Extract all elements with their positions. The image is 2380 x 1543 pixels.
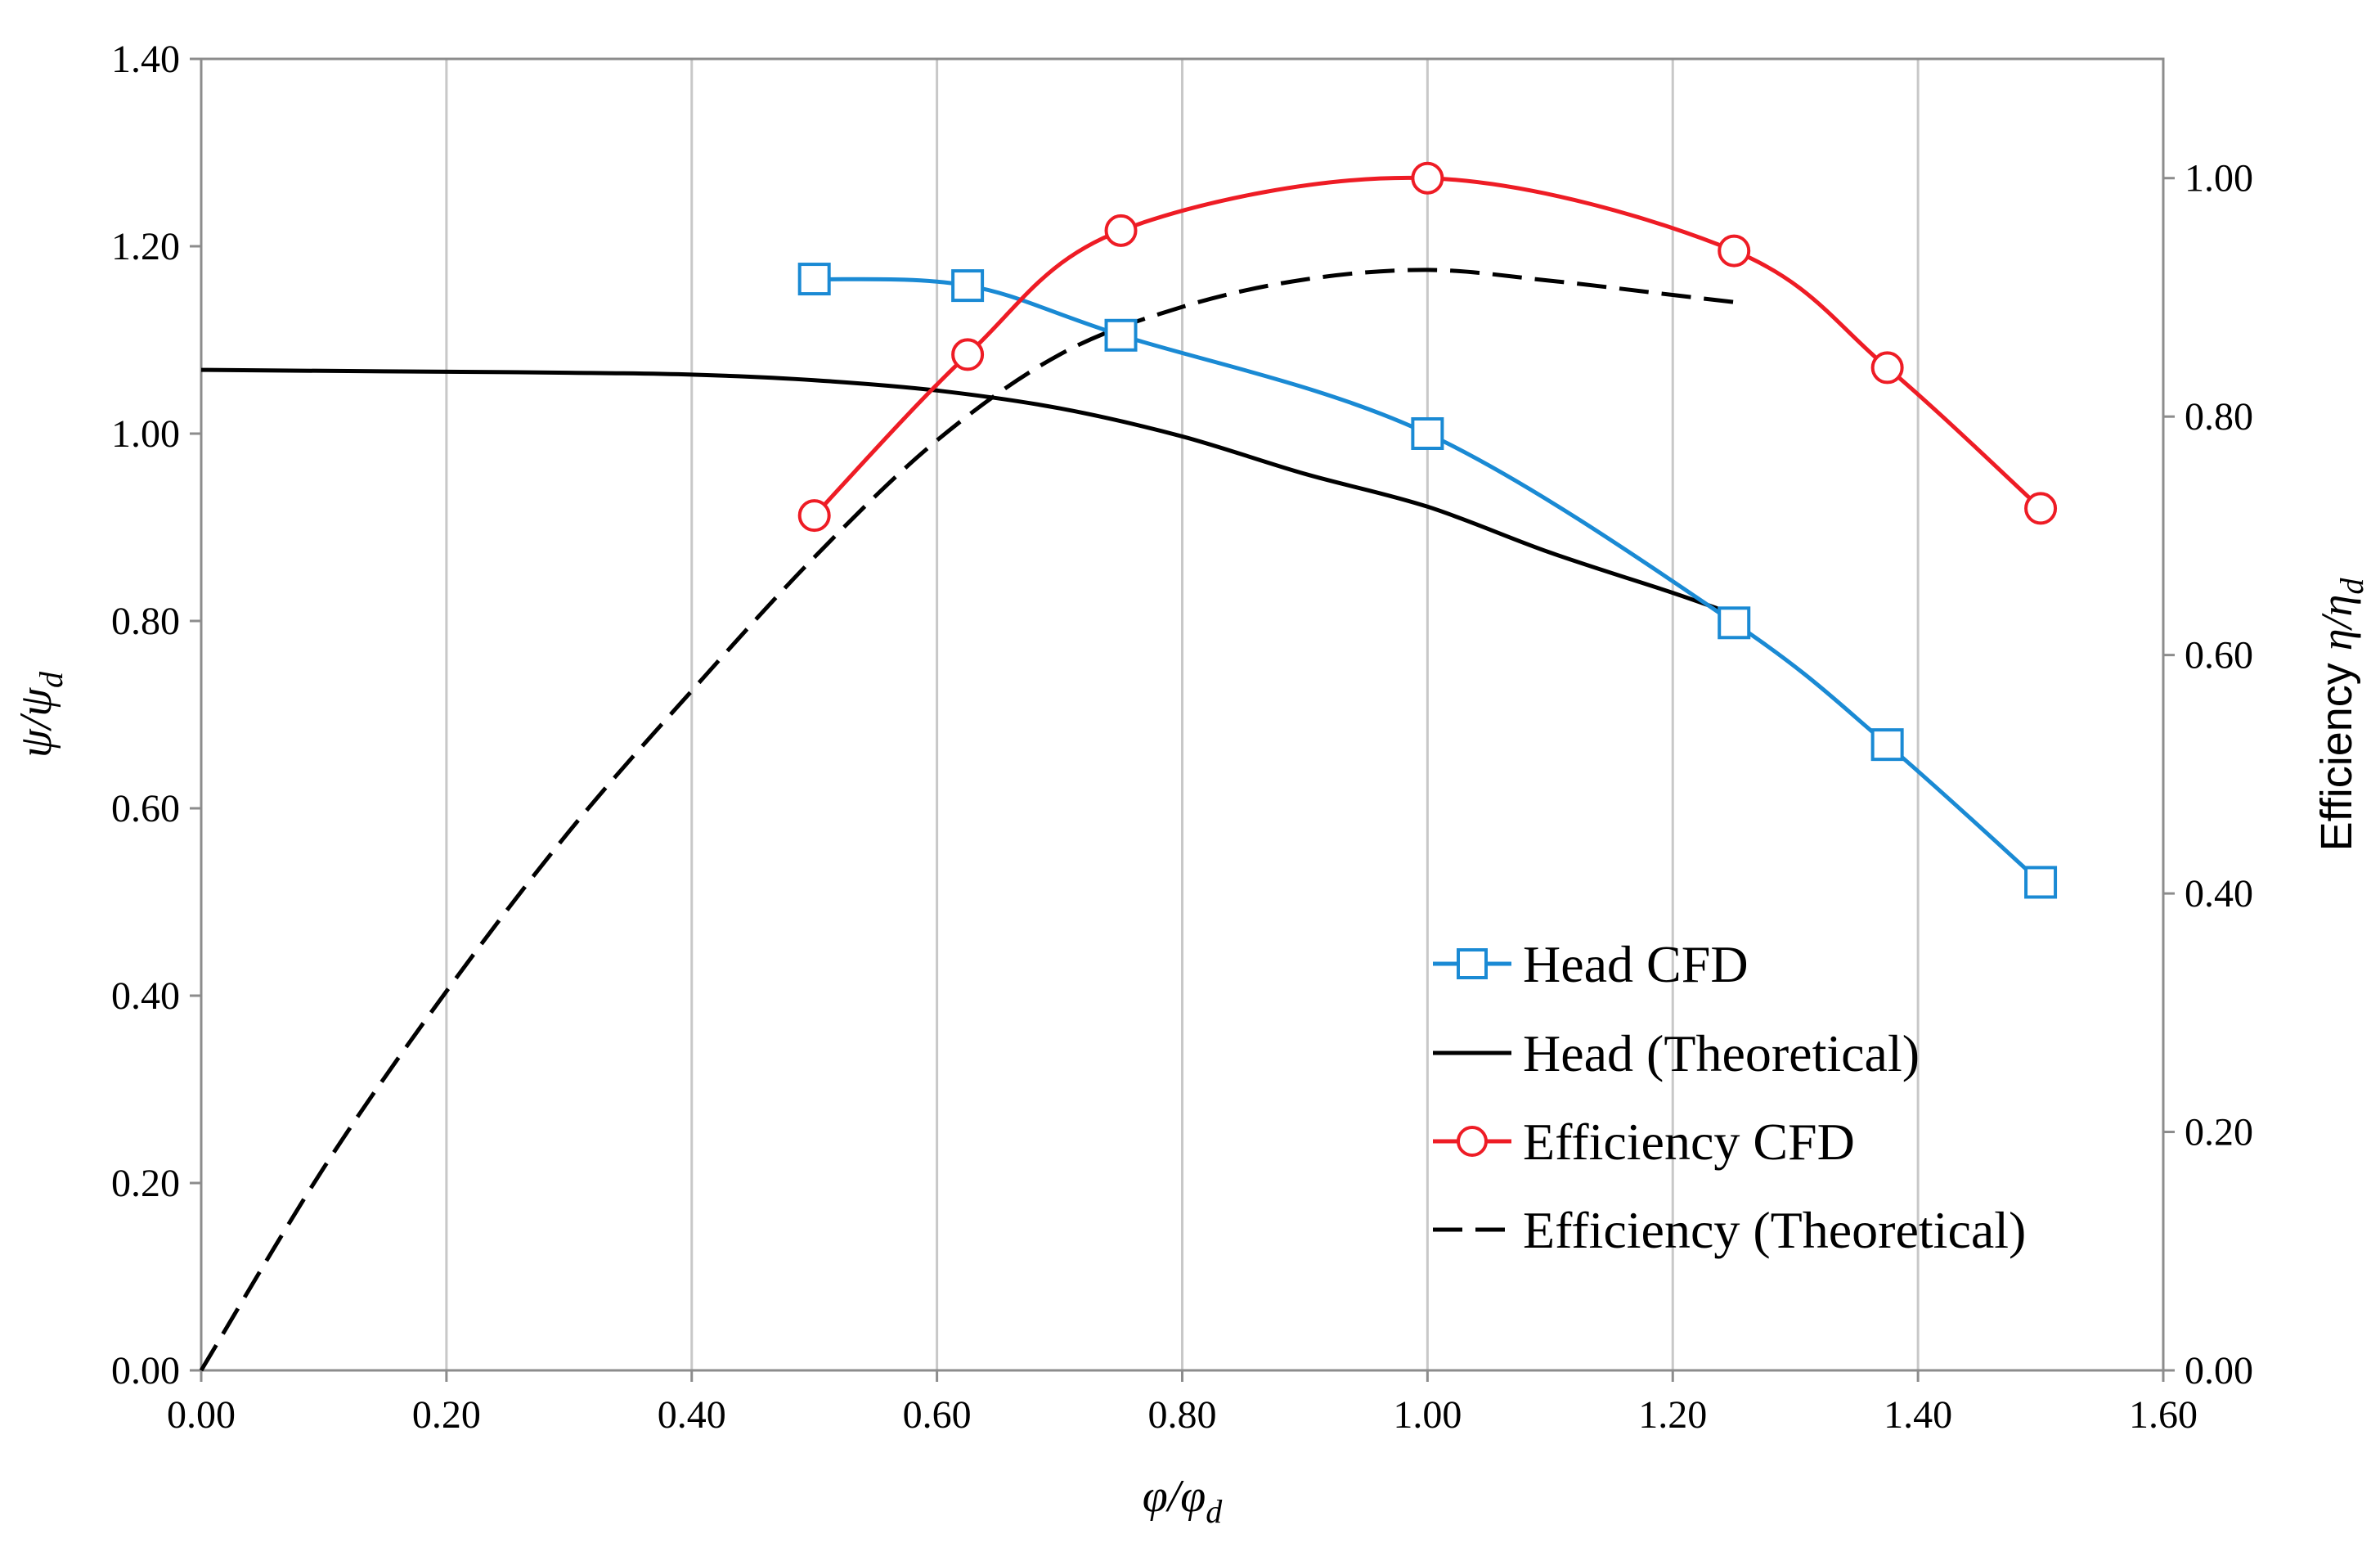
left-y-tick-label: 0.80 <box>111 600 180 643</box>
right-y-tick-label: 1.00 <box>2185 157 2253 200</box>
data-point-head-cfd <box>1718 606 1751 640</box>
series-layer <box>199 161 2058 1372</box>
data-point-efficiency-cfd <box>797 499 831 533</box>
legend-swatch-head-cfd-marker <box>1457 948 1488 979</box>
legend-entry-head-cfd: Head CFD <box>1433 935 1749 993</box>
legend-label-efficiency-cfd: Efficiency CFD <box>1523 1113 1855 1171</box>
data-point-head-cfd <box>1104 318 1138 352</box>
x-tick-label: 1.60 <box>2129 1393 2198 1437</box>
legend-entry-efficiency-cfd: Efficiency CFD <box>1433 1113 1855 1171</box>
x-tick-label: 0.80 <box>1148 1393 1217 1437</box>
data-point-efficiency-cfd <box>951 338 985 371</box>
legend-swatch-efficiency-cfd-marker <box>1457 1126 1488 1157</box>
left-y-tick-label: 1.20 <box>111 225 180 268</box>
right-y-axis-ticks: 0.00 0.20 0.40 0.60 0.80 1.00 <box>2163 157 2253 1392</box>
grid-lines <box>445 59 1920 1370</box>
x-tick-label: 1.20 <box>1638 1393 1707 1437</box>
data-point-head-cfd <box>2024 866 2058 899</box>
left-y-tick-label: 1.40 <box>111 38 180 81</box>
right-y-tick-label: 0.00 <box>2185 1349 2253 1392</box>
left-y-axis-ticks: 0.00 0.20 0.40 0.60 0.80 1.00 1.20 1.40 <box>111 38 201 1392</box>
legend: Head CFD Head (Theoretical) Efficiency C… <box>1433 935 2026 1259</box>
left-y-tick-label: 0.60 <box>111 787 180 830</box>
left-y-tick-label: 1.00 <box>111 412 180 456</box>
data-point-head-cfd <box>1411 417 1444 450</box>
x-tick-label: 0.20 <box>412 1393 481 1437</box>
data-point-head-cfd <box>951 269 985 303</box>
data-point-efficiency-cfd <box>1718 234 1751 268</box>
right-y-tick-label: 0.60 <box>2185 634 2253 677</box>
right-y-axis-title-prefix: Efficiency <box>2312 650 2361 851</box>
legend-entry-head-theoretical: Head (Theoretical) <box>1433 1024 1920 1082</box>
left-y-axis-title: ψ/ψd <box>11 671 70 758</box>
x-tick-label: 1.40 <box>1884 1393 1952 1437</box>
x-axis-title: φ/φd <box>1143 1471 1224 1530</box>
x-tick-label: 1.00 <box>1393 1393 1462 1437</box>
left-y-tick-label: 0.00 <box>111 1349 180 1392</box>
right-y-tick-label: 0.80 <box>2185 395 2253 439</box>
left-y-tick-label: 0.40 <box>111 974 180 1018</box>
left-y-axis-title-main: ψ/ψ <box>11 687 61 758</box>
series-head-theoretical <box>200 367 1736 617</box>
legend-entry-efficiency-theoretical: Efficiency (Theoretical) <box>1433 1201 2026 1259</box>
data-point-efficiency-cfd <box>2024 492 2058 525</box>
x-axis-ticks: 0.00 0.20 0.40 0.60 0.80 1.00 1.20 1.40 1.60 <box>167 1370 2198 1437</box>
right-y-axis-title-subscript: d <box>2333 578 2370 595</box>
series-efficiency-theoretical <box>199 268 1735 1372</box>
left-y-axis-title-subscript: d <box>33 671 70 688</box>
data-point-efficiency-cfd <box>1104 214 1138 247</box>
series-head-cfd <box>797 263 2058 899</box>
x-tick-label: 0.60 <box>903 1393 972 1437</box>
x-axis-title-subscript: d <box>1206 1493 1223 1530</box>
data-point-head-cfd <box>797 263 831 296</box>
series-line-efficiency-theoretical <box>199 268 1735 1372</box>
x-tick-label: 0.00 <box>167 1393 236 1437</box>
right-y-axis-title-main: η/η <box>2312 595 2361 651</box>
right-y-tick-label: 0.40 <box>2185 872 2253 915</box>
right-y-tick-label: 0.20 <box>2185 1111 2253 1154</box>
series-line-head-theoretical <box>200 367 1736 617</box>
series-efficiency-cfd <box>797 161 2058 533</box>
data-point-head-cfd <box>1870 728 1904 762</box>
legend-label-efficiency-theoretical: Efficiency (Theoretical) <box>1523 1201 2026 1259</box>
data-point-efficiency-cfd <box>1411 161 1444 195</box>
legend-label-head-cfd: Head CFD <box>1523 935 1749 993</box>
right-y-axis-title: Efficiency η/ηd <box>2312 578 2370 852</box>
x-axis-title-main: φ/φ <box>1143 1471 1206 1522</box>
legend-label-head-theoretical: Head (Theoretical) <box>1523 1024 1920 1082</box>
left-y-tick-label: 0.20 <box>111 1162 180 1205</box>
data-point-efficiency-cfd <box>1870 351 1904 385</box>
x-tick-label: 0.40 <box>658 1393 726 1437</box>
